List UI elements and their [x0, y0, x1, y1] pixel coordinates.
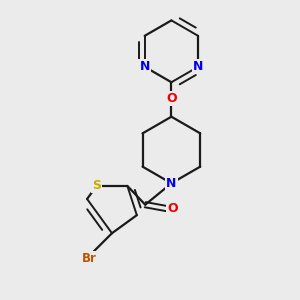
Text: O: O: [166, 92, 177, 105]
Text: N: N: [140, 60, 150, 73]
Text: N: N: [193, 60, 203, 73]
Text: N: N: [166, 177, 177, 190]
Text: S: S: [92, 179, 101, 192]
Text: O: O: [167, 202, 178, 215]
Text: Br: Br: [82, 252, 97, 265]
